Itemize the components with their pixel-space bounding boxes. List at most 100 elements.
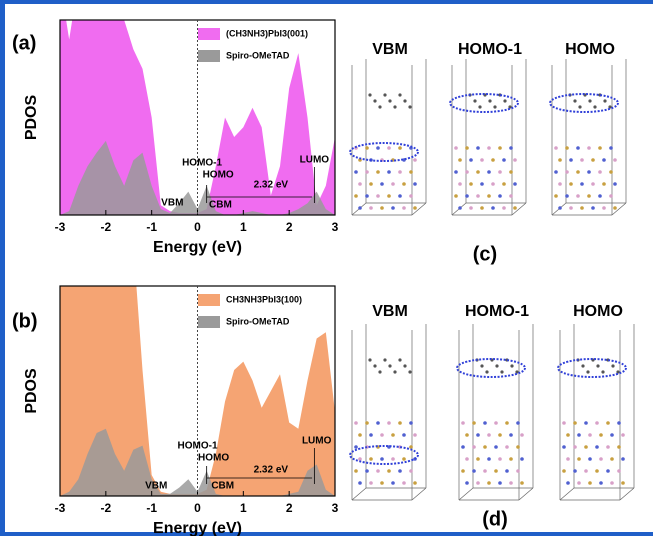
atom [476, 481, 480, 485]
atom [461, 421, 465, 425]
cell-edge [458, 487, 474, 501]
atom [354, 445, 358, 449]
structure-image [349, 59, 427, 216]
atom [599, 433, 603, 437]
molecule-atom [408, 370, 412, 374]
structure-image [557, 324, 635, 501]
molecule-atom [478, 105, 482, 109]
legend-swatch [198, 316, 220, 328]
structure-image [456, 324, 534, 501]
atom [502, 182, 506, 186]
atom [599, 457, 603, 461]
molecule-atom [611, 364, 615, 368]
structure-title: VBM [372, 41, 408, 58]
y-axis-label: PDOS [23, 368, 40, 414]
atom [413, 481, 417, 485]
legend-label: CH3NH3PbI3(100) [226, 294, 302, 304]
structure-title: HOMO [565, 41, 615, 58]
molecule-atom [480, 364, 484, 368]
molecule-atom [510, 364, 514, 368]
atom [380, 457, 384, 461]
atom [376, 421, 380, 425]
molecule-atom [378, 370, 382, 374]
cell-edge [351, 487, 367, 501]
atom [591, 182, 595, 186]
atom [458, 206, 462, 210]
molecule-atom [388, 99, 392, 103]
cell-edge [411, 487, 427, 501]
atom [621, 481, 625, 485]
atom [476, 170, 480, 174]
atom [602, 182, 606, 186]
atom [588, 433, 592, 437]
atom [487, 433, 491, 437]
molecule-atom [500, 370, 504, 374]
atom [569, 206, 573, 210]
atom [602, 206, 606, 210]
atom [365, 469, 369, 473]
molecule-atom [473, 99, 477, 103]
molecule-atom [368, 93, 372, 97]
atom [483, 421, 487, 425]
plot-area [60, 286, 335, 496]
x-tick-label: 2 [286, 220, 293, 234]
atom [498, 170, 502, 174]
atom [576, 146, 580, 150]
orbital [449, 93, 519, 113]
atom [494, 445, 498, 449]
atom [461, 469, 465, 473]
atom [562, 421, 566, 425]
legend-swatch [198, 28, 220, 40]
atom [606, 469, 610, 473]
atom [509, 170, 513, 174]
atom [599, 481, 603, 485]
structure-title: HOMO-1 [465, 303, 529, 320]
atom [465, 146, 469, 150]
atom [494, 421, 498, 425]
molecule-atom [573, 99, 577, 103]
legend-swatch [198, 294, 220, 306]
atom [613, 182, 617, 186]
atom [554, 146, 558, 150]
atom [465, 457, 469, 461]
atom [558, 206, 562, 210]
structure-title: HOMO [573, 303, 623, 320]
y-axis-label: PDOS [23, 95, 40, 141]
panel-label: (a) [12, 32, 36, 54]
atom [358, 206, 362, 210]
atom [502, 158, 506, 162]
atom [580, 182, 584, 186]
molecule-atom [616, 370, 620, 374]
atom [513, 158, 517, 162]
atom [513, 182, 517, 186]
atom [513, 206, 517, 210]
atom [576, 194, 580, 198]
atom [454, 146, 458, 150]
x-tick-label: -2 [100, 220, 111, 234]
molecule-atom [488, 99, 492, 103]
x-tick-label: 2 [286, 501, 293, 515]
molecule-atom [495, 364, 499, 368]
atom [391, 433, 395, 437]
atom [598, 170, 602, 174]
atom [558, 182, 562, 186]
annotation: CBM [211, 481, 234, 492]
atom [409, 469, 413, 473]
orbital [456, 358, 526, 378]
atom [554, 170, 558, 174]
atom [566, 433, 570, 437]
annotation: VBM [145, 481, 167, 492]
molecule-atom [596, 364, 600, 368]
molecule-atom [485, 370, 489, 374]
atom [358, 481, 362, 485]
atom [454, 170, 458, 174]
molecule-atom [398, 93, 402, 97]
atom [376, 170, 380, 174]
atom [573, 469, 577, 473]
molecule-atom [493, 105, 497, 109]
atom [472, 469, 476, 473]
molecule-atom [368, 358, 372, 362]
atom [472, 445, 476, 449]
atom [573, 445, 577, 449]
